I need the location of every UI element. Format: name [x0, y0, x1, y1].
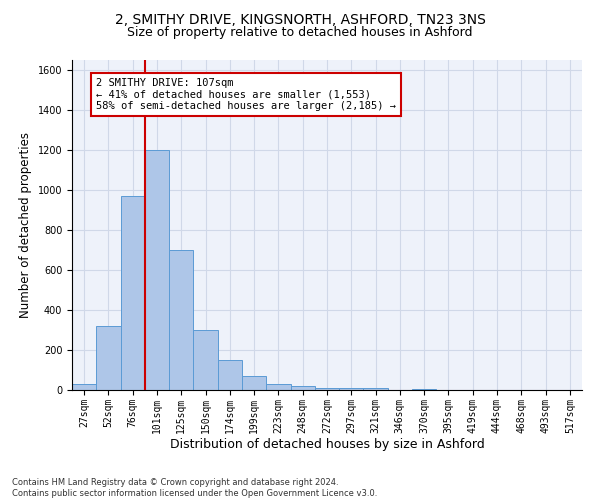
Bar — [121, 196, 145, 390]
Y-axis label: Number of detached properties: Number of detached properties — [19, 132, 32, 318]
Bar — [145, 150, 169, 390]
Text: 2 SMITHY DRIVE: 107sqm
← 41% of detached houses are smaller (1,553)
58% of semi-: 2 SMITHY DRIVE: 107sqm ← 41% of detached… — [96, 78, 396, 111]
Bar — [290, 386, 315, 390]
Bar — [169, 250, 193, 390]
Text: 2, SMITHY DRIVE, KINGSNORTH, ASHFORD, TN23 3NS: 2, SMITHY DRIVE, KINGSNORTH, ASHFORD, TN… — [115, 12, 485, 26]
Text: Size of property relative to detached houses in Ashford: Size of property relative to detached ho… — [127, 26, 473, 39]
Bar — [412, 389, 436, 390]
Bar — [242, 376, 266, 390]
Bar — [315, 388, 339, 390]
Bar — [96, 326, 121, 390]
X-axis label: Distribution of detached houses by size in Ashford: Distribution of detached houses by size … — [170, 438, 484, 452]
Bar — [193, 330, 218, 390]
Bar — [339, 388, 364, 390]
Text: Contains HM Land Registry data © Crown copyright and database right 2024.
Contai: Contains HM Land Registry data © Crown c… — [12, 478, 377, 498]
Bar — [364, 388, 388, 390]
Bar — [218, 360, 242, 390]
Bar — [72, 384, 96, 390]
Bar — [266, 384, 290, 390]
